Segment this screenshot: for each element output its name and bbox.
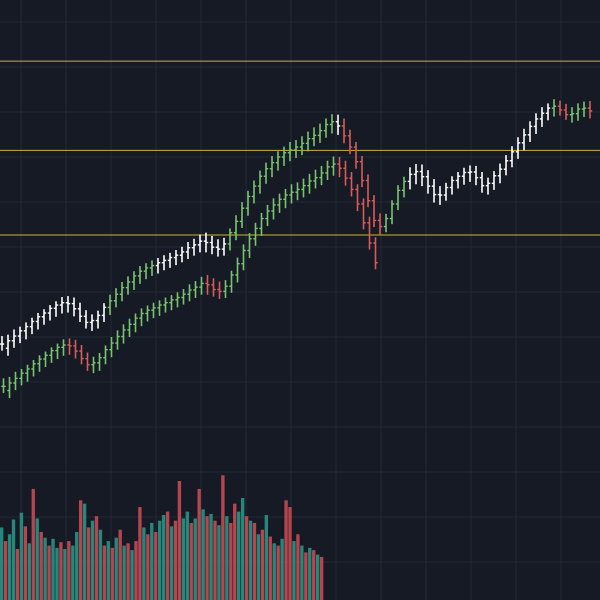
volume-bar [51, 538, 55, 600]
volume-bar [3, 541, 8, 600]
volume-bar [185, 511, 189, 600]
volume-bar [98, 529, 103, 600]
volume-bar [252, 522, 257, 600]
volume-bar [209, 513, 213, 600]
volume-bar [181, 518, 186, 600]
volume-bar [304, 552, 308, 600]
volume-bar [268, 536, 272, 600]
volume-bar [75, 532, 79, 600]
volume-bar [11, 519, 16, 600]
volume-bar [154, 532, 158, 600]
volume-bar [189, 522, 193, 600]
volume-bar [142, 527, 146, 600]
volume-bar [55, 547, 59, 600]
volume-bar [205, 516, 209, 600]
volume-bar [272, 543, 276, 600]
volume-bar [244, 516, 249, 600]
volume-bar [138, 507, 142, 600]
volume-bar [316, 554, 320, 600]
volume-bar [134, 541, 138, 600]
volume-bar [27, 543, 31, 600]
volume-bar [19, 512, 24, 600]
volume-bar [126, 543, 130, 600]
volume-bar [79, 500, 83, 600]
volume-bar [284, 500, 288, 600]
volume-bar [150, 522, 154, 600]
volume-bar [82, 503, 87, 600]
volume-bar [59, 542, 63, 600]
volume-bar [225, 516, 229, 600]
horizontal-levels [0, 60, 600, 236]
volume-bar [173, 520, 178, 600]
volume-bar [15, 549, 20, 600]
volume-bar [102, 545, 107, 600]
volume-bar [237, 511, 241, 600]
price-bars [0, 99, 593, 356]
volume-bar [217, 525, 221, 600]
volume-bar [35, 518, 39, 600]
volume-bar [114, 537, 118, 600]
volume-bar [23, 526, 28, 600]
volume-bar [221, 475, 225, 600]
volume-bar [71, 545, 75, 600]
volume-bars [0, 475, 324, 600]
volume-bar [229, 522, 233, 600]
volume-bar [86, 527, 91, 600]
volume-bar [165, 511, 170, 600]
volume-bar [213, 520, 217, 600]
volume-bar [31, 488, 35, 600]
volume-bar [296, 534, 300, 600]
volume-bar [248, 520, 253, 600]
volume-bar [94, 516, 99, 600]
volume-bar [197, 488, 201, 600]
volume-bar [201, 509, 205, 600]
volume-bar [47, 545, 51, 600]
volume-bar [233, 503, 237, 600]
volume-bar [90, 520, 95, 600]
volume-bar [130, 550, 134, 600]
volume-bar [110, 547, 114, 600]
volume-bar [0, 527, 4, 600]
volume-bar [256, 534, 261, 600]
volume-bar [67, 541, 71, 600]
volume-bar [260, 529, 265, 600]
volume-bar [280, 538, 284, 600]
volume-bar [300, 545, 304, 600]
volume-bar [193, 518, 197, 600]
volume-bar [146, 534, 150, 600]
volume-bar [292, 541, 296, 600]
volume-bar [118, 529, 122, 600]
volume-bar [39, 532, 43, 600]
volume-bar [106, 541, 110, 600]
volume-bar [276, 545, 280, 600]
volume-bar [264, 515, 268, 600]
volume-bar [169, 526, 174, 600]
overlay-bars [1, 156, 378, 399]
volume-bar [122, 545, 126, 600]
volume-bar [312, 550, 316, 600]
volume-bar [161, 515, 166, 600]
volume-bar [177, 481, 182, 600]
volume-bar [308, 547, 312, 600]
volume-bar [63, 549, 67, 600]
volume-bar [7, 534, 12, 600]
volume-bar [319, 556, 324, 600]
volume-bar [288, 507, 292, 600]
volume-bar [43, 537, 47, 600]
volume-bar [158, 520, 162, 600]
volume-bar [240, 498, 245, 600]
